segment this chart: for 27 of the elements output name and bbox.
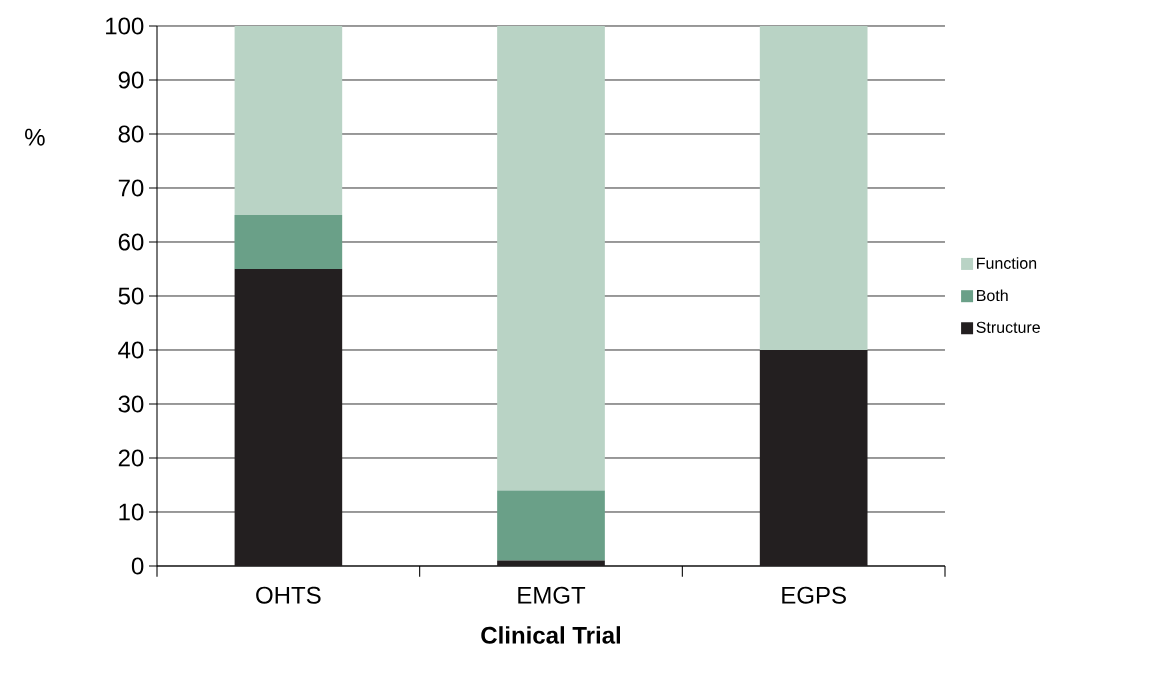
x-axis-title: Clinical Trial (481, 626, 621, 644)
bar (497, 25, 605, 491)
legend-label: Function (977, 257, 1037, 269)
y-tick-label: 30 (118, 395, 144, 413)
y-tick-label: 0 (131, 557, 144, 575)
bar (497, 560, 605, 566)
y-tick-label: 60 (118, 233, 144, 251)
x-tick-label: EGPS (782, 586, 846, 604)
y-tick-label: 80 (118, 125, 144, 143)
y-axis-title: % (25, 128, 45, 146)
y-tick-label: 90 (118, 71, 144, 89)
bar (234, 25, 343, 215)
y-tick-label: 10 (119, 503, 144, 521)
y-tick-label: 40 (118, 341, 144, 359)
bar (234, 268, 343, 566)
y-tick-label: 50 (118, 287, 144, 305)
y-tick-label: 70 (118, 179, 144, 197)
bar (759, 25, 868, 350)
x-tick-label: EMGT (518, 586, 586, 604)
y-tick-label: 100 (106, 17, 144, 35)
bar (759, 349, 868, 566)
legend-label: Structure (976, 321, 1040, 333)
bar (497, 490, 605, 561)
x-tick-label: OHTS (256, 586, 321, 604)
y-tick-label: 20 (118, 449, 144, 467)
bar (234, 214, 343, 269)
legend-label: Both (977, 289, 1008, 302)
